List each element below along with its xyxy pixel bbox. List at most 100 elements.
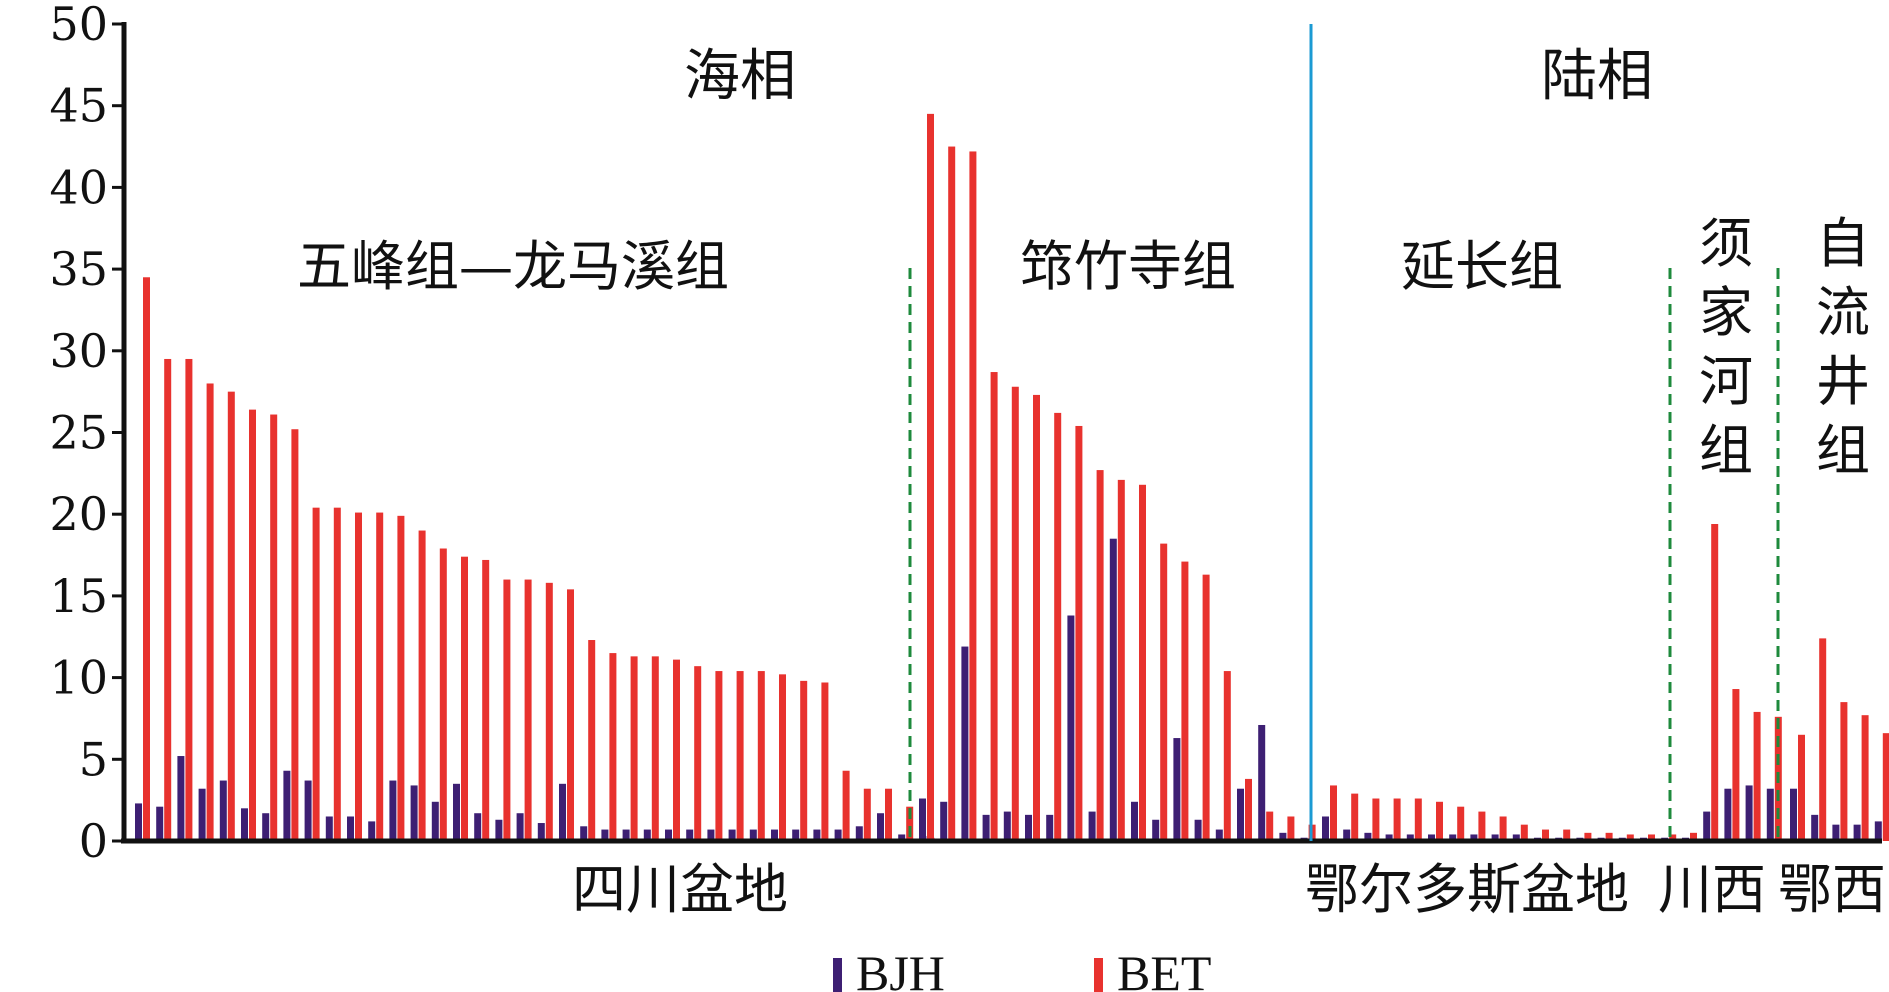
legend-swatch-bet: [1094, 958, 1103, 992]
bar-bjh: [1853, 824, 1861, 841]
bar-bjh: [1385, 834, 1393, 841]
y-tick-label: 10: [49, 651, 108, 705]
bar-bjh: [961, 646, 969, 841]
bar-bjh: [982, 814, 990, 841]
bar-bet: [567, 589, 574, 841]
bar-bet: [1605, 832, 1613, 841]
bar-bet: [1393, 798, 1401, 841]
bar-bjh: [1491, 834, 1499, 841]
bar-bet: [694, 666, 702, 841]
y-tick-label: 15: [49, 569, 108, 623]
bar-bjh: [1237, 788, 1244, 841]
bar-bjh: [219, 780, 227, 841]
basin-label-sichuan: 四川盆地: [572, 858, 788, 921]
bar-bet: [1266, 811, 1274, 841]
y-axis-ticks: 0 5 10 15 20 25 30 35 40 45 50: [49, 0, 124, 868]
bar-bet: [1011, 386, 1019, 841]
bar-bjh: [855, 826, 863, 841]
bar-bjh: [283, 770, 291, 841]
bar-bet: [270, 414, 278, 841]
bar-bjh: [1766, 788, 1774, 841]
formation-label-wufeng-longmaxi: 五峰组—龙马溪组: [297, 235, 729, 298]
bar-bjh: [1832, 824, 1840, 841]
bar-bet: [1882, 733, 1889, 841]
y-tick-label: 5: [79, 732, 108, 786]
bar-bet: [1117, 479, 1125, 841]
bar-bet: [524, 579, 532, 841]
bar-bjh: [1449, 834, 1457, 841]
bar-bet: [736, 671, 744, 841]
basin-label-ordos: 鄂尔多斯盆地: [1305, 858, 1629, 921]
bar-bet: [439, 548, 447, 841]
bar-bjh: [1152, 819, 1160, 841]
bar-bjh: [262, 813, 270, 841]
bar-bjh: [1194, 819, 1202, 841]
bar-bet: [1223, 671, 1231, 841]
bar-bet: [842, 770, 850, 841]
bar-bjh: [1512, 834, 1520, 841]
bar-bet: [1861, 715, 1869, 841]
bar-bjh: [1258, 724, 1266, 841]
continental-facies-label: 陆相: [1541, 44, 1653, 109]
y-tick-label: 20: [49, 487, 108, 541]
bar-bjh: [389, 780, 397, 841]
bar-bjh: [1173, 738, 1181, 841]
bar-bet: [1139, 484, 1146, 841]
legend-label-bet: BET: [1117, 945, 1211, 992]
bar-bjh: [347, 816, 354, 841]
bar-bjh: [749, 829, 757, 841]
bar-bet: [1819, 638, 1827, 841]
bar-bet: [651, 656, 659, 841]
bar-bet: [482, 559, 490, 841]
bar-bjh: [495, 819, 503, 841]
bar-bjh: [156, 806, 164, 841]
legend-swatch-bjh: [833, 958, 842, 992]
bar-bjh: [771, 829, 778, 841]
bar-bjh: [1088, 811, 1096, 841]
bar-bet: [969, 151, 977, 841]
marine-facies-label: 海相: [684, 44, 796, 109]
bar-bet: [1499, 816, 1507, 841]
bar-bjh: [1811, 814, 1819, 841]
bar-bet: [1478, 811, 1486, 841]
formation-label-ziliujing: 自流井组: [1816, 212, 1870, 482]
y-tick-label: 35: [49, 242, 108, 296]
bar-bjh: [834, 829, 842, 841]
bar-bet: [185, 358, 193, 841]
bar-bet: [885, 788, 892, 841]
bar-bet: [1648, 834, 1655, 841]
bar-bjh: [325, 816, 333, 841]
bar-bet: [906, 806, 914, 841]
bar-bjh: [665, 829, 672, 841]
bar-bet: [206, 383, 214, 841]
bars: [135, 113, 1889, 842]
bar-bjh: [792, 829, 800, 841]
bar-bet: [355, 512, 362, 841]
bar-bet: [1202, 574, 1210, 841]
y-tick-label: 25: [49, 406, 108, 460]
bar-bjh: [707, 829, 715, 841]
bar-bjh: [1109, 538, 1117, 841]
bar-bet: [418, 530, 426, 841]
bar-bet: [143, 277, 150, 841]
bar-bet: [821, 682, 829, 841]
bar-bet: [1075, 425, 1083, 841]
bar-bet: [1753, 711, 1761, 841]
bar-bjh: [431, 801, 439, 841]
bar-bjh: [940, 801, 948, 841]
bar-bet: [779, 674, 786, 841]
bar-bjh: [1364, 832, 1372, 841]
basin-label-chuanxi: 川西: [1658, 858, 1766, 921]
bar-bjh: [241, 808, 248, 841]
bar-bet: [1798, 734, 1805, 841]
bar-bjh: [1874, 821, 1882, 841]
bar-bjh: [410, 785, 418, 841]
bar-bet: [609, 653, 617, 841]
bar-bjh: [1322, 816, 1329, 841]
bar-bjh: [1046, 814, 1054, 841]
bar-bjh: [559, 783, 566, 841]
bar-bet: [1520, 824, 1528, 841]
bar-bjh: [643, 829, 651, 841]
bar-bet: [376, 512, 384, 841]
bar-bet: [1096, 470, 1104, 841]
